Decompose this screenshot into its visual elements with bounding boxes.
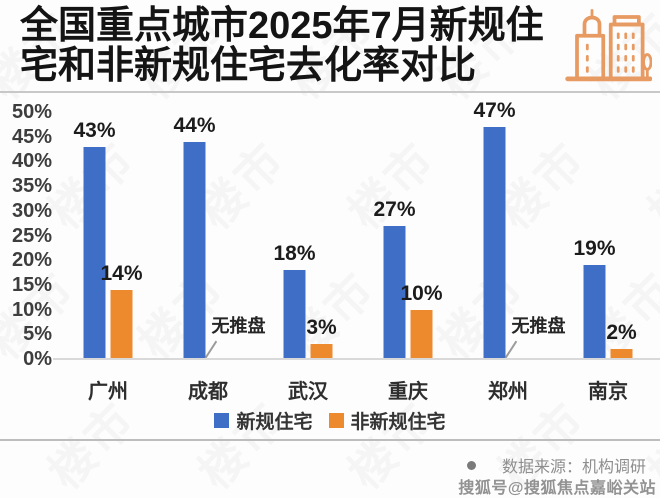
y-tick-label: 35% bbox=[11, 175, 52, 198]
bar-group: 19% 2% 南京 bbox=[558, 112, 658, 403]
bar: 2% bbox=[606, 321, 637, 359]
header-divider bbox=[0, 91, 660, 93]
legend-swatch-icon bbox=[328, 413, 344, 428]
page-title: 全国重点城市2025年7月新规住 宅和非新规住宅去化率对比 bbox=[20, 6, 560, 87]
source-text: 数据来源：机构调研 bbox=[501, 459, 646, 476]
legend-item: 非新规住宅 bbox=[328, 407, 446, 434]
y-tick-label: 25% bbox=[11, 224, 52, 247]
bar-slot: 27% bbox=[373, 112, 416, 359]
bar-group: 18% 3% 武汉 bbox=[258, 112, 358, 403]
legend-item: 新规住宅 bbox=[214, 407, 313, 434]
bar: 44% bbox=[173, 114, 216, 359]
bar-group: 43% 14% 广州 bbox=[58, 112, 158, 403]
bar-slot: 无推盘 bbox=[204, 112, 266, 359]
bar: 27% bbox=[373, 198, 416, 359]
bar-slot: 14% bbox=[100, 112, 143, 359]
data-source: 数据来源：机构调研 bbox=[466, 453, 646, 477]
bar-slot: 43% bbox=[73, 112, 116, 359]
bar-slot: 10% bbox=[400, 112, 443, 359]
no-offer-label: 无推盘 bbox=[211, 316, 266, 336]
y-tick-label: 5% bbox=[23, 323, 52, 346]
bar-slot: 3% bbox=[306, 112, 337, 359]
x-axis-label: 成都 bbox=[188, 381, 228, 403]
bar-slot: 18% bbox=[273, 112, 316, 359]
buildings-icon bbox=[562, 4, 653, 90]
x-axis-label: 武汉 bbox=[288, 381, 328, 403]
title-line-1: 全国重点城市2025年7月新规住 bbox=[20, 5, 544, 47]
bar-value-label: 27% bbox=[373, 197, 416, 221]
chart-header: 全国重点城市2025年7月新规住 宅和非新规住宅去化率对比 bbox=[20, 6, 560, 87]
bar-group: 27% 10% 重庆 bbox=[358, 112, 458, 403]
bar-slot: 47% bbox=[473, 99, 516, 359]
x-axis-line bbox=[53, 358, 660, 360]
no-offer-callout-line bbox=[504, 340, 518, 359]
bar-slot: 44% bbox=[173, 112, 216, 359]
no-offer-callout-line bbox=[204, 340, 218, 359]
y-tick-label: 0% bbox=[23, 348, 52, 370]
title-line-2: 宅和非新规住宅去化率对比 bbox=[20, 45, 477, 88]
bar-value-label: 47% bbox=[473, 98, 516, 122]
bar-value-label: 14% bbox=[100, 261, 143, 285]
bar: 47% bbox=[473, 99, 516, 359]
y-tick-label: 40% bbox=[11, 150, 52, 173]
bar: 19% bbox=[573, 237, 616, 359]
bar-group: 47% 无推盘郑州 bbox=[458, 99, 566, 403]
y-tick-label: 15% bbox=[11, 273, 52, 296]
bar-value-label: 44% bbox=[173, 113, 216, 137]
bar-groups: 43% 14% 广州 44% 无推盘成都 18% 3% 武汉 27% 10% 重庆 47% 无推盘郑州 1… bbox=[58, 99, 658, 403]
no-offer-label: 无推盘 bbox=[511, 316, 566, 336]
legend-label: 非新规住宅 bbox=[350, 412, 446, 433]
x-axis-label: 郑州 bbox=[488, 381, 528, 403]
plot-area: 43% 14% 广州 44% 无推盘成都 18% 3% 武汉 27% 10% 重庆 47% 无推盘郑州 1… bbox=[53, 99, 660, 403]
x-axis-label: 重庆 bbox=[388, 381, 428, 403]
bar: 14% bbox=[100, 262, 143, 359]
bar: 10% bbox=[400, 282, 443, 359]
bar: 3% bbox=[306, 316, 337, 359]
y-axis-labels: 50% 45% 40% 35% 30% 25% 20% 15% 10% 5% 0% bbox=[0, 101, 52, 370]
x-axis-label: 广州 bbox=[88, 381, 128, 403]
bar-slot: 无推盘 bbox=[504, 112, 566, 359]
bar-value-label: 18% bbox=[273, 242, 316, 266]
bar-value-label: 3% bbox=[306, 316, 337, 340]
bar-value-label: 2% bbox=[606, 321, 637, 345]
bar-value-label: 43% bbox=[73, 118, 116, 142]
footer-divider bbox=[0, 439, 660, 441]
bar: 43% bbox=[73, 119, 116, 359]
bar: 18% bbox=[273, 242, 316, 359]
bullet-icon bbox=[466, 460, 476, 470]
watermark-text: 搜狐号@搜狐焦点嘉峪关站 bbox=[458, 480, 656, 497]
y-tick-label: 45% bbox=[11, 125, 52, 148]
legend-label: 新规住宅 bbox=[236, 412, 313, 433]
bar-value-label: 19% bbox=[573, 237, 616, 261]
bar-group: 44% 无推盘成都 bbox=[158, 112, 266, 403]
bar-value-label: 10% bbox=[400, 281, 443, 305]
chart-legend: 新规住宅 非新规住宅 bbox=[0, 407, 660, 434]
legend-swatch-icon bbox=[214, 413, 230, 428]
bar-slot: 2% bbox=[606, 112, 637, 359]
y-tick-label: 20% bbox=[11, 249, 52, 272]
y-tick-label: 50% bbox=[11, 101, 52, 123]
y-tick-label: 30% bbox=[11, 199, 52, 222]
y-tick-label: 10% bbox=[11, 298, 52, 321]
bar-slot: 19% bbox=[573, 112, 616, 359]
x-axis-label: 南京 bbox=[588, 381, 628, 403]
